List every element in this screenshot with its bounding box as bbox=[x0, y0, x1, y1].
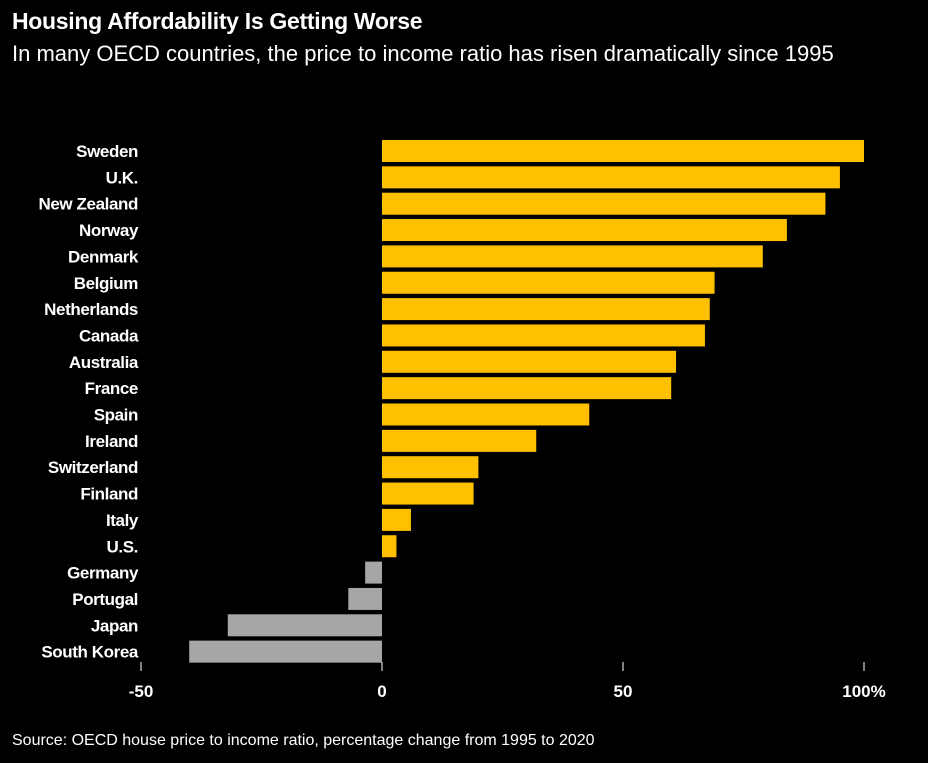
category-label: U.K. bbox=[106, 168, 138, 187]
bar-spain bbox=[382, 403, 590, 426]
category-label: Portugal bbox=[72, 590, 138, 609]
bar-denmark bbox=[382, 245, 763, 268]
bar-ireland bbox=[382, 429, 537, 452]
chart-title: Housing Affordability Is Getting Worse bbox=[12, 8, 423, 34]
bar-japan bbox=[227, 614, 382, 637]
bar-canada bbox=[382, 324, 705, 347]
category-label: Finland bbox=[80, 485, 138, 504]
bar-norway bbox=[382, 219, 787, 242]
bar-netherlands bbox=[382, 298, 710, 321]
category-label: Germany bbox=[67, 564, 139, 583]
source-note: Source: OECD house price to income ratio… bbox=[12, 732, 595, 749]
bar-france bbox=[382, 377, 672, 400]
x-tick-label: 0 bbox=[377, 682, 386, 701]
bar-u-s bbox=[382, 535, 397, 558]
category-label: Australia bbox=[69, 353, 139, 372]
category-label: U.S. bbox=[107, 537, 138, 556]
category-label: Switzerland bbox=[48, 458, 138, 477]
bar-finland bbox=[382, 482, 474, 505]
bar-belgium bbox=[382, 271, 715, 294]
category-label: Canada bbox=[79, 326, 139, 345]
category-label: Ireland bbox=[85, 432, 138, 451]
bar-australia bbox=[382, 350, 677, 373]
bar-u-k bbox=[382, 166, 840, 189]
category-label: South Korea bbox=[41, 643, 139, 662]
category-label: Belgium bbox=[74, 274, 139, 293]
category-label: Italy bbox=[106, 511, 139, 530]
bar-portugal bbox=[348, 587, 382, 610]
bar-switzerland bbox=[382, 456, 479, 479]
bar-italy bbox=[382, 508, 411, 531]
bar-sweden bbox=[382, 140, 864, 162]
bar-new-zealand bbox=[382, 192, 826, 215]
category-label: Denmark bbox=[68, 247, 139, 266]
category-label: Netherlands bbox=[44, 300, 138, 319]
x-tick-label: -50 bbox=[129, 682, 154, 701]
x-tick-label: 50 bbox=[614, 682, 633, 701]
bar-germany bbox=[365, 561, 382, 584]
category-label: Spain bbox=[94, 406, 138, 425]
category-label: New Zealand bbox=[38, 195, 138, 214]
category-label: Sweden bbox=[76, 142, 138, 161]
x-tick-label: 100% bbox=[842, 682, 885, 701]
category-label: France bbox=[85, 379, 138, 398]
chart-subtitle: In many OECD countries, the price to inc… bbox=[12, 41, 834, 66]
category-label: Norway bbox=[79, 221, 139, 240]
category-label: Japan bbox=[91, 616, 138, 635]
bar-south-korea bbox=[189, 640, 382, 663]
